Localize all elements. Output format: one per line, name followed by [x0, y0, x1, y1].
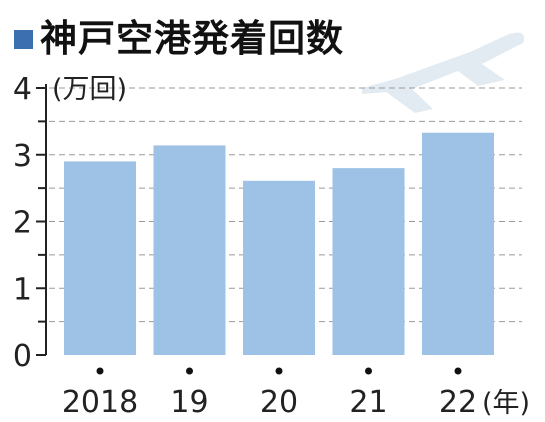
x-unit-label: (年) [482, 388, 530, 419]
x-tick-label: 2018 [62, 385, 138, 420]
bar-22 [422, 132, 494, 355]
y-axis [36, 84, 47, 356]
y-tick-label: 2 [13, 206, 32, 241]
y-tick-label: 1 [13, 272, 32, 307]
y-unit-label: (万回) [52, 74, 127, 105]
bar-21 [332, 168, 405, 355]
bar-20 [243, 180, 315, 355]
x-tick-label: 21 [349, 385, 387, 420]
x-tick-dot [96, 367, 104, 375]
bars [64, 132, 494, 355]
title-bullet-icon [14, 30, 33, 49]
chart-title: 神戸空港発着回数 [40, 17, 344, 60]
bar-2018 [64, 161, 136, 355]
x-tick-label: 19 [170, 385, 208, 420]
x-tick-dot [454, 367, 462, 375]
x-tick-label: 22 [439, 385, 477, 420]
tick-labels: 0 1 2 3 4 (万回) 2018 19 20 21 22 (年) [13, 72, 530, 420]
x-tick-dot [365, 367, 372, 375]
airplane-icon [362, 32, 525, 113]
bar-19 [153, 145, 226, 355]
y-tick-label: 0 [13, 339, 32, 374]
x-tick-label: 20 [260, 385, 298, 420]
y-tick-label: 3 [13, 139, 32, 174]
x-tick-dot [275, 367, 283, 375]
y-tick-label: 4 [13, 72, 32, 107]
x-tick-dot [186, 367, 193, 375]
